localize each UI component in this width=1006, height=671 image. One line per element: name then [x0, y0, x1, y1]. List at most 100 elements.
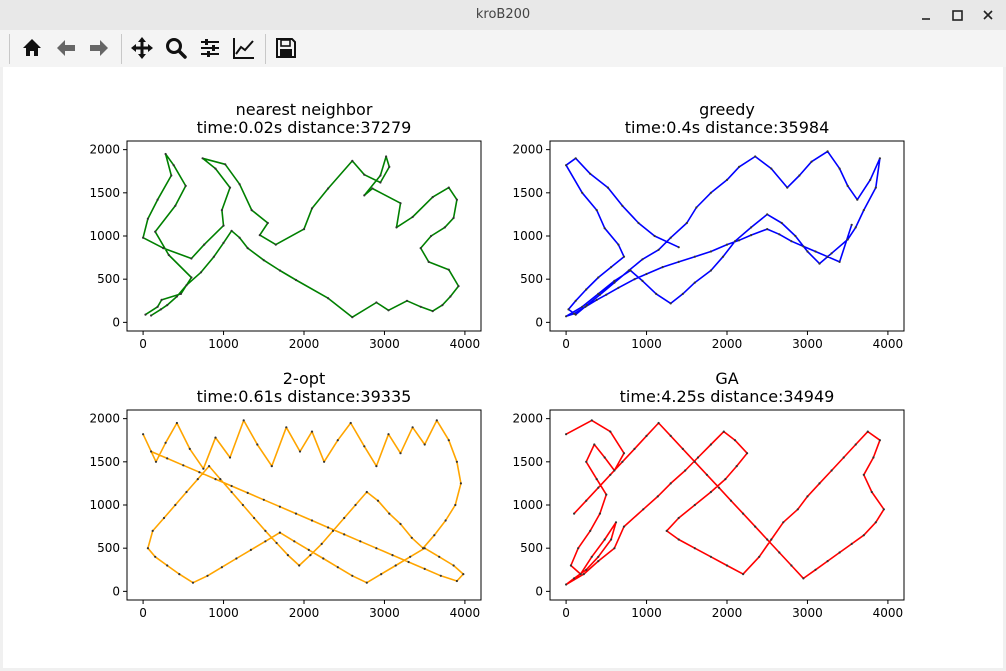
city-point: [874, 521, 877, 524]
city-point: [610, 266, 613, 269]
pan-icon[interactable]: [127, 33, 157, 63]
city-point: [627, 269, 630, 272]
y-tick-label: 500: [97, 541, 120, 555]
city-point: [354, 503, 357, 507]
city-point: [220, 566, 223, 569]
city-point: [609, 430, 612, 433]
city-point: [144, 313, 147, 316]
city-point: [567, 308, 570, 311]
minimize-icon[interactable]: [915, 4, 937, 26]
route-line: [142, 153, 460, 318]
city-point: [351, 316, 354, 319]
city-point: [655, 292, 658, 295]
city-point: [613, 547, 616, 550]
city-point: [770, 538, 773, 541]
city-point: [298, 450, 302, 453]
city-point: [617, 243, 620, 246]
window-title: kroB200: [475, 7, 531, 22]
x-tick-label: 4000: [873, 337, 904, 351]
figure-canvas[interactable]: nearest neighbor time:0.02s distance:3727…: [3, 67, 1003, 668]
forward-arrow-icon[interactable]: [84, 33, 114, 63]
city-point: [376, 499, 380, 502]
maximize-icon[interactable]: [946, 4, 968, 26]
city-point: [574, 299, 577, 302]
city-point: [156, 198, 159, 201]
city-point: [585, 304, 589, 307]
city-point: [738, 165, 741, 168]
city-point: [603, 227, 606, 230]
city-point: [250, 209, 253, 212]
city-point: [274, 243, 277, 246]
y-tick-label: 1500: [512, 455, 543, 469]
city-point: [405, 299, 409, 302]
city-point: [846, 184, 849, 187]
city-point: [585, 288, 588, 291]
home-icon[interactable]: [17, 33, 47, 63]
city-point: [790, 240, 793, 243]
x-tick-label: 2000: [712, 606, 743, 620]
city-point: [854, 226, 857, 229]
city-point: [645, 434, 648, 437]
city-point: [459, 482, 462, 485]
save-icon[interactable]: [271, 33, 301, 63]
city-point: [323, 460, 326, 463]
city-point: [253, 516, 256, 520]
zoom-icon[interactable]: [161, 33, 191, 63]
city-point: [696, 456, 700, 459]
city-point: [709, 191, 713, 194]
city-point: [856, 198, 859, 201]
city-point: [310, 430, 314, 433]
configure-subplots-icon[interactable]: [195, 33, 225, 63]
city-point: [419, 305, 422, 308]
city-point: [228, 186, 232, 189]
city-point: [230, 484, 233, 488]
city-point: [806, 250, 809, 253]
city-point: [455, 460, 458, 463]
city-point: [746, 452, 749, 455]
city-point: [387, 309, 390, 312]
x-tick-label: 0: [139, 606, 147, 620]
city-point: [870, 490, 873, 494]
city-point: [669, 434, 672, 437]
city-point: [175, 295, 178, 298]
city-point: [278, 531, 281, 534]
city-point: [735, 465, 738, 468]
toolbar-separator: [265, 34, 266, 64]
city-point: [709, 269, 713, 272]
city-point: [573, 512, 576, 515]
city-point: [810, 160, 813, 163]
city-point: [365, 581, 368, 584]
city-point: [782, 521, 785, 524]
city-point: [582, 573, 585, 576]
city-point: [854, 443, 857, 446]
city-point: [410, 536, 413, 539]
close-icon[interactable]: [977, 4, 999, 26]
city-point: [156, 305, 159, 308]
toolbar-separator: [121, 34, 122, 64]
city-point: [590, 555, 593, 558]
edit-axis-icon[interactable]: [229, 33, 259, 63]
city-point: [641, 279, 644, 282]
y-tick-label: 1000: [89, 498, 120, 512]
city-point: [657, 421, 660, 425]
city-point: [441, 304, 444, 307]
city-point: [653, 234, 656, 238]
city-point: [862, 534, 865, 537]
city-point: [826, 255, 829, 258]
city-point: [758, 555, 761, 558]
city-point: [278, 505, 281, 508]
city-point: [349, 421, 352, 425]
x-tick-label: 1000: [631, 606, 662, 620]
city-point: [597, 486, 600, 489]
chart-subtitle: time:0.4s distance:35984: [625, 118, 830, 137]
x-tick-label: 3000: [369, 606, 400, 620]
x-tick-label: 2000: [289, 606, 320, 620]
x-tick-label: 4000: [450, 606, 481, 620]
city-point: [379, 181, 382, 184]
back-arrow-icon[interactable]: [51, 33, 81, 63]
route-line: [565, 150, 881, 318]
city-point: [336, 566, 339, 569]
city-point: [796, 508, 799, 511]
city-point: [738, 239, 741, 242]
